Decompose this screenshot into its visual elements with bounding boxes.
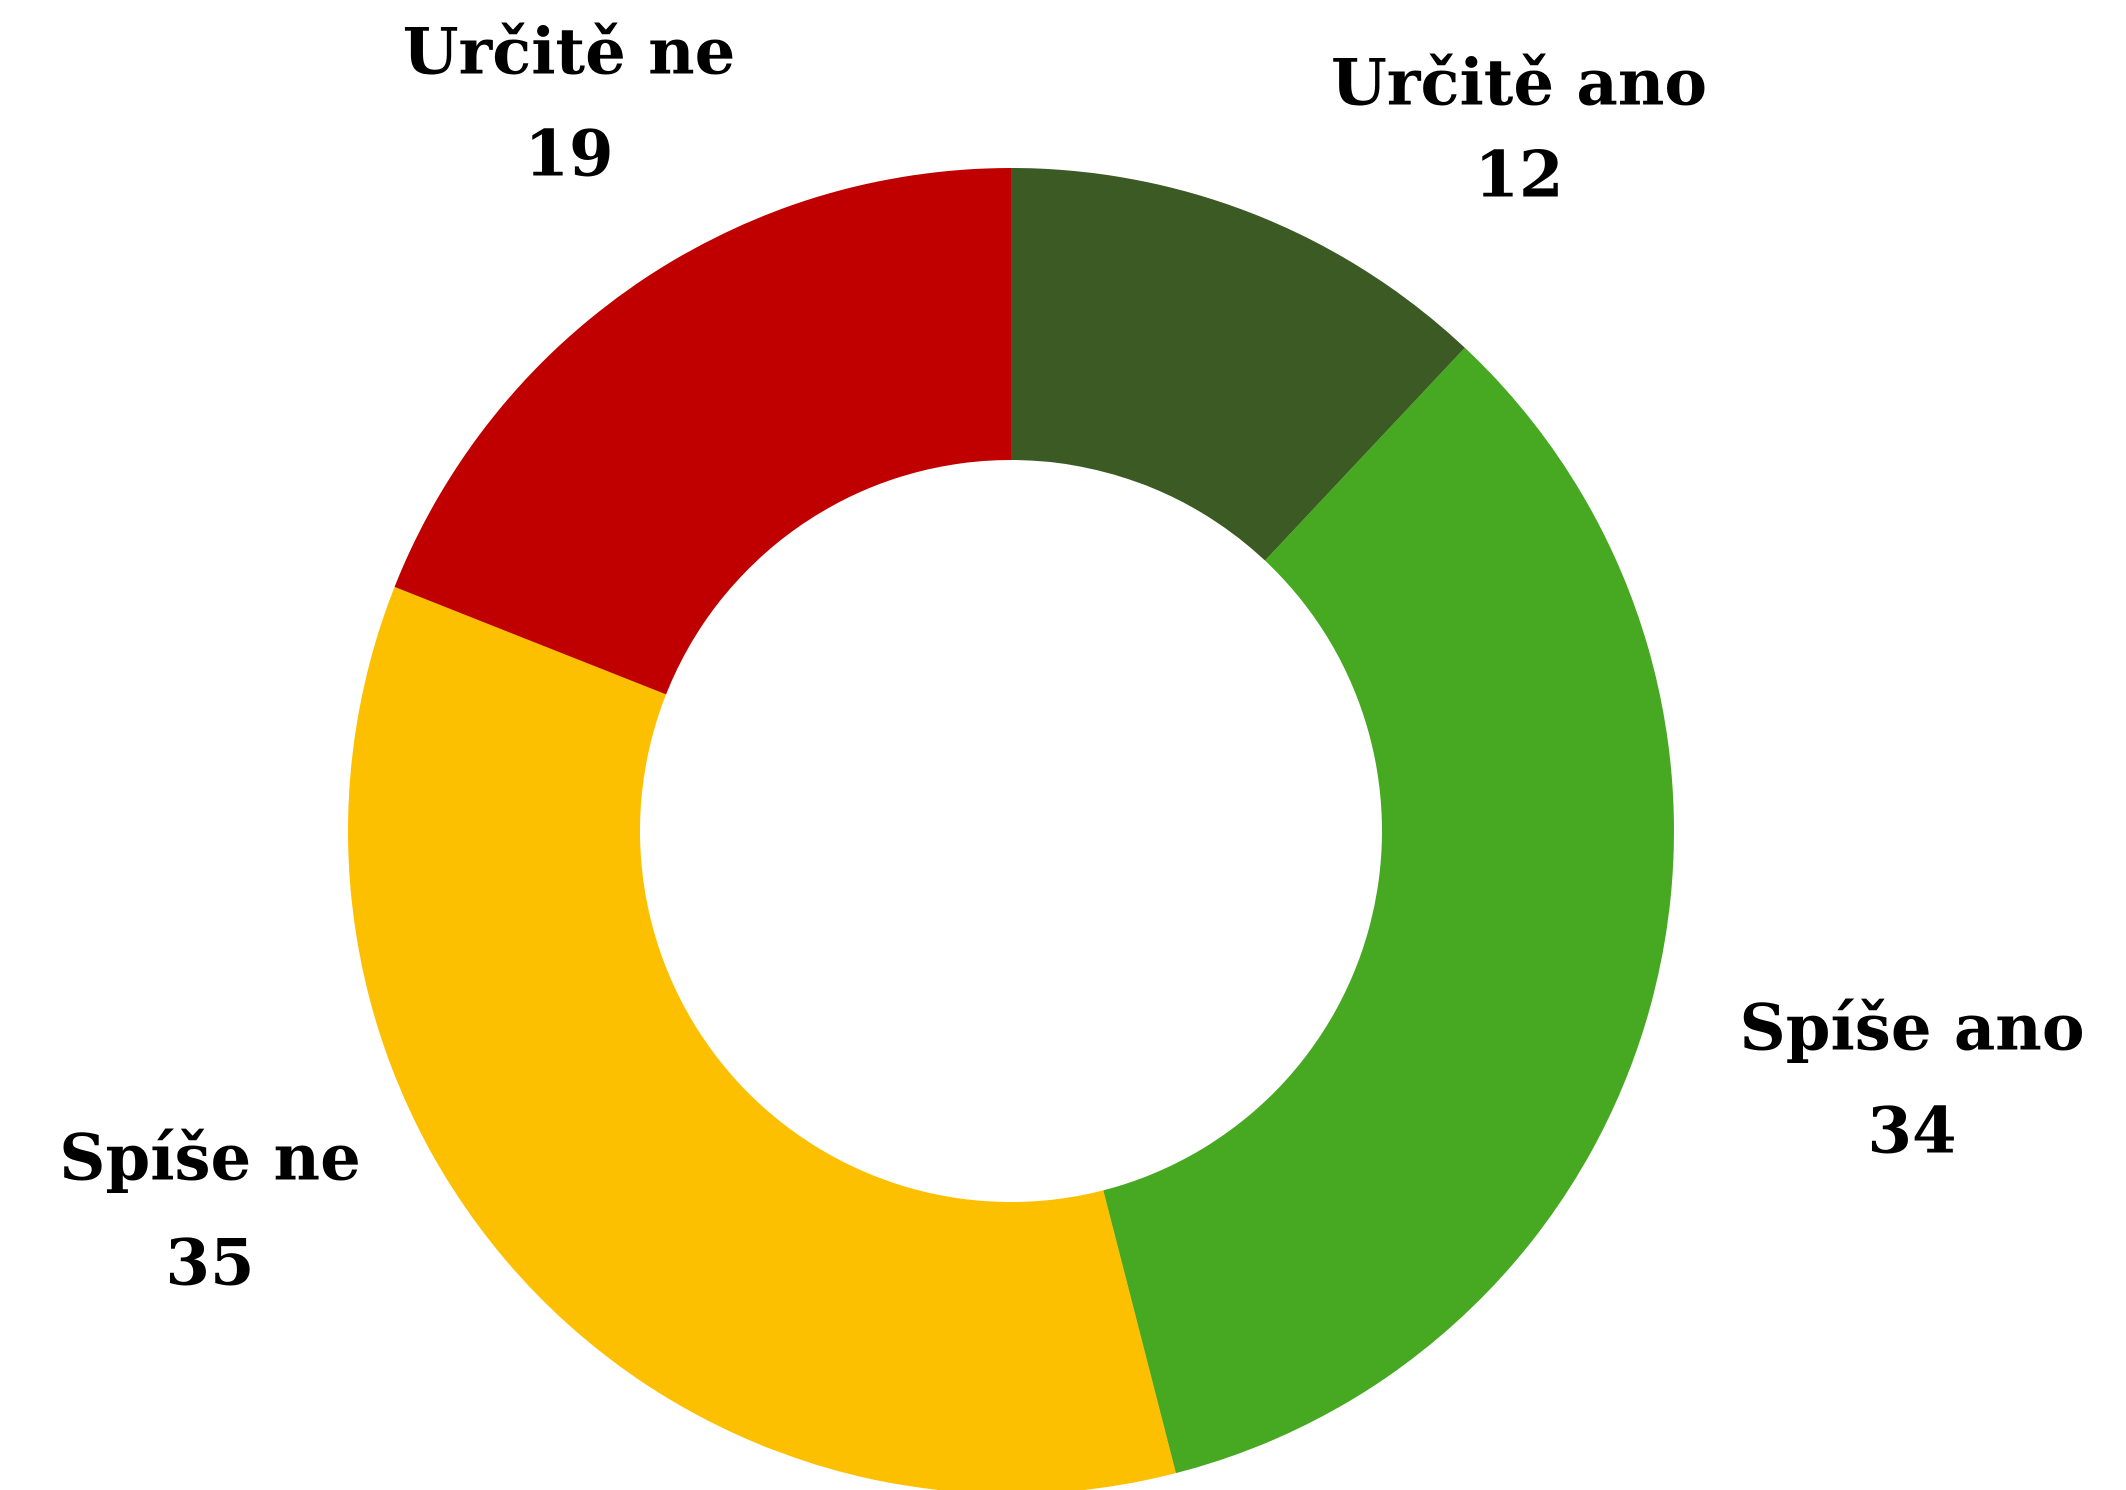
slice	[394, 168, 1011, 695]
slice-value: 35	[165, 1226, 254, 1301]
slice-label: Určitě ne	[403, 15, 736, 90]
slice-label: Určitě ano	[1331, 46, 1707, 121]
slice	[1103, 347, 1675, 1474]
slice-value: 34	[1867, 1094, 1956, 1169]
slice	[348, 586, 1176, 1490]
slice-value: 19	[524, 117, 613, 192]
slice	[1011, 168, 1465, 561]
slice-label: Spíše ne	[59, 1121, 361, 1196]
slice-value: 12	[1474, 138, 1563, 213]
slice-label: Spíše ano	[1740, 991, 2085, 1066]
